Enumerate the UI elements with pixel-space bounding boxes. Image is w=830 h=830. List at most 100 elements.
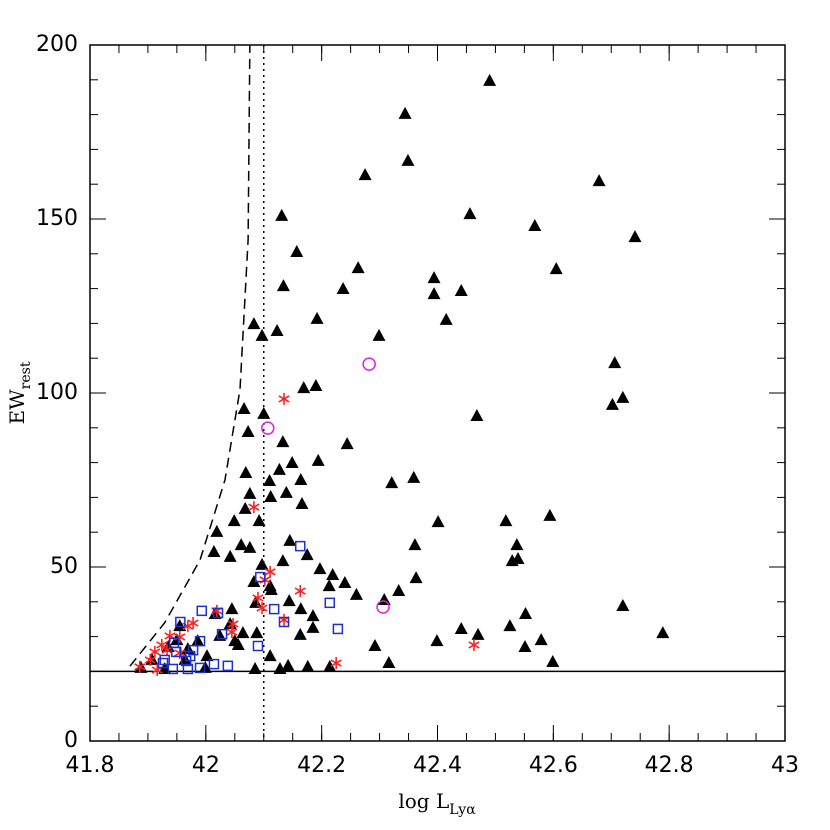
triangle-point <box>382 656 396 669</box>
square-point <box>175 616 186 628</box>
triangle-point <box>322 579 336 592</box>
square-point <box>182 663 194 675</box>
x-tick-label: 42.2 <box>297 753 346 778</box>
triangle-point <box>543 508 557 521</box>
triangle-point <box>372 328 386 341</box>
triangle-point <box>276 554 290 567</box>
triangle-point <box>351 261 365 274</box>
asterisk-point <box>278 613 290 626</box>
asterisk-point <box>134 660 146 673</box>
triangle-point <box>263 649 277 662</box>
triangle-point <box>282 594 296 607</box>
triangle-point <box>427 271 441 284</box>
triangle-point <box>385 476 399 489</box>
x-label-main: log L <box>398 789 449 813</box>
asterisk-point <box>252 591 264 604</box>
y-label-sub: rest <box>18 361 34 389</box>
triangle-point <box>297 381 311 394</box>
triangle-point <box>454 284 468 297</box>
square-point <box>159 654 170 666</box>
triangle-point <box>408 538 422 551</box>
y-tick-label: 100 <box>36 380 78 405</box>
triangle-point <box>471 627 485 640</box>
square-point <box>278 616 290 628</box>
x-tick-label: 43 <box>771 753 799 778</box>
asterisk-point <box>294 585 306 598</box>
y-tick-label: 150 <box>36 206 78 231</box>
triangle-point <box>605 397 619 410</box>
x-tick-label: 42.8 <box>645 753 694 778</box>
triangle-point <box>309 379 323 392</box>
asterisk-stroke <box>134 663 146 671</box>
triangle-point <box>592 174 606 187</box>
asterisk-stroke <box>256 604 268 612</box>
square-point <box>196 605 208 617</box>
square-point <box>194 662 206 674</box>
triangle-point <box>431 515 445 528</box>
triangle-point <box>310 311 324 324</box>
asterisk-point <box>226 626 238 639</box>
triangle-point <box>247 317 261 330</box>
triangle-point <box>239 466 253 479</box>
triangle-point <box>255 328 269 341</box>
asterisk-stroke <box>161 646 173 654</box>
triangle-point <box>301 659 315 672</box>
asterisk-stroke <box>278 395 290 403</box>
triangle-point <box>272 462 286 475</box>
asterisk-stroke <box>330 659 342 667</box>
triangle-point <box>463 207 477 220</box>
asterisk-stroke <box>164 632 176 640</box>
square-point <box>171 646 182 658</box>
asterisk-point <box>156 638 168 651</box>
asterisk-stroke <box>182 622 194 630</box>
circle-point <box>376 600 390 614</box>
circle-point <box>261 421 275 435</box>
triangle-point <box>191 634 205 647</box>
y-axis-label: EWrest <box>5 361 34 424</box>
triangle-point <box>241 424 255 437</box>
triangle-point <box>326 568 340 581</box>
triangle-point <box>306 620 320 633</box>
square-point <box>184 650 196 662</box>
triangle-point <box>293 627 307 640</box>
asterisk-point <box>278 392 290 405</box>
x-label-sub: Lyα <box>449 802 476 818</box>
asterisk-stroke <box>227 620 239 628</box>
triangle-point <box>290 245 304 258</box>
selection-curve <box>129 44 251 667</box>
asterisk-point <box>256 602 268 615</box>
triangle-point <box>409 571 423 584</box>
square-point <box>167 663 179 675</box>
triangle-point <box>294 602 308 615</box>
triangle-point <box>528 218 542 231</box>
triangle-point <box>534 633 548 646</box>
triangle-point <box>340 437 354 450</box>
triangle-point <box>208 606 222 619</box>
square-point <box>252 640 264 652</box>
asterisk-stroke <box>468 641 480 649</box>
asterisk-stroke <box>174 649 186 657</box>
triangle-point <box>454 621 468 634</box>
asterisk-point <box>227 618 239 631</box>
triangle-point <box>207 545 221 558</box>
x-axis-label: log LLyα <box>398 789 476 818</box>
triangle-point <box>283 533 297 546</box>
triangle-point <box>323 659 337 672</box>
asterisk-point <box>330 657 342 670</box>
triangle-point <box>234 538 248 551</box>
triangle-point <box>483 73 497 86</box>
asterisk-stroke <box>226 628 238 636</box>
y-label-main: EW <box>5 389 29 425</box>
triangle-point <box>608 356 622 369</box>
triangle-point <box>237 402 251 415</box>
x-tick-label: 42 <box>192 753 220 778</box>
triangle-point <box>236 626 250 639</box>
triangle-point <box>368 638 382 651</box>
y-tick-label: 0 <box>64 728 78 753</box>
triangle-point <box>616 598 630 611</box>
triangle-point <box>499 514 513 527</box>
triangle-point <box>243 486 257 499</box>
square-point <box>294 540 306 552</box>
x-tick-label: 42.6 <box>529 753 578 778</box>
